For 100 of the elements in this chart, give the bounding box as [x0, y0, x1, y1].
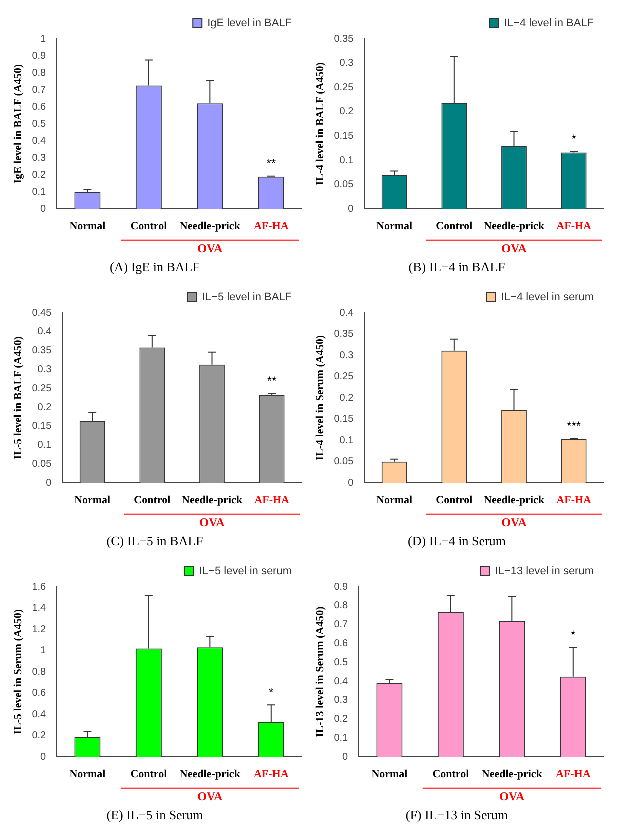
x-tick-label: Control — [130, 220, 168, 233]
y-tick-label: 1 — [40, 34, 47, 45]
y-tick-label: 0 — [342, 752, 349, 763]
x-tick-label: Needle-prick — [182, 494, 244, 507]
y-tick-label: 0.2 — [32, 170, 47, 181]
y-tick-label: 0.4 — [32, 709, 47, 720]
y-tick-label: 0.5 — [334, 657, 349, 668]
y-tick-label: 0.6 — [32, 688, 47, 700]
x-tick-label: AF-HA — [556, 768, 591, 781]
text: OVA — [198, 241, 224, 256]
y-tick-label: 1 — [40, 646, 47, 657]
y-tick-label: 0.2 — [38, 402, 52, 414]
y-tick-label: 0.05 — [32, 459, 52, 470]
x-tick-label: Normal — [74, 494, 111, 507]
x-tick-label: Needle-prick — [484, 494, 546, 507]
y-tick-label: 0.6 — [32, 102, 47, 113]
y-tick-label: 0 — [348, 478, 354, 489]
y-tick-label: 0.05 — [334, 180, 354, 191]
y-tick-label: 0.35 — [334, 329, 354, 340]
y-tick-label: 0.2 — [340, 106, 354, 118]
y-tick-label: 0.2 — [334, 714, 349, 726]
x-tick-label: Normal — [376, 220, 413, 233]
x-tick-label: Normal — [376, 494, 413, 507]
x-tick-label: Needle-prick — [180, 768, 242, 781]
annotation: * — [571, 628, 576, 642]
x-tick-label: Normal — [70, 220, 106, 233]
y-tick-label: 0.8 — [334, 600, 349, 612]
y-tick-label: 0 — [348, 204, 354, 215]
y-tick-label: 0.3 — [340, 350, 354, 362]
x-tick-label: AF-HA — [556, 494, 592, 507]
y-tick-label: 0.15 — [32, 421, 52, 432]
y-tick-label: 0.1 — [38, 440, 52, 452]
y-tick-label: 1.4 — [32, 603, 47, 614]
y-axis-title: IL-5 level in Serum (A450) — [12, 609, 24, 735]
legend-label: IL−5 level in BALF — [202, 292, 292, 304]
annotation: ** — [266, 156, 276, 171]
y-axis-title: IL-13 level in Serum (A450) — [314, 606, 326, 738]
y-axis-title: IL-4 level in Serum (A450) — [314, 335, 326, 461]
x-tick-label: Control — [130, 768, 168, 781]
legend-label: IgE level in BALF — [208, 18, 292, 30]
y-tick-label: 0 — [40, 204, 47, 215]
y-tick-label: 0.3 — [334, 695, 349, 706]
y-tick-label: 1.6 — [32, 582, 47, 593]
legend-label: IL−13 level in serum — [495, 566, 594, 578]
y-tick-label: 0.9 — [32, 50, 47, 62]
y-tick-label: 0.3 — [38, 364, 52, 376]
y-tick-label: 0.8 — [32, 68, 47, 79]
annotation: * — [269, 685, 274, 700]
y-tick-label: 0.5 — [32, 118, 47, 130]
text: OVA — [502, 515, 528, 530]
text: (A) IgE in BALF — [110, 260, 200, 275]
y-tick-label: 0.3 — [32, 152, 47, 164]
y-axis-title: IgE level in BALF (A450) — [12, 64, 24, 184]
y-tick-label: 0.35 — [334, 34, 354, 45]
text: OVA — [198, 789, 224, 804]
y-tick-label: 0.25 — [334, 82, 354, 94]
y-tick-label: 0.1 — [340, 435, 354, 446]
x-tick-label: Needle-prick — [482, 768, 544, 781]
y-tick-label: 0.8 — [32, 666, 47, 678]
text: (E) IL−5 in Serum — [106, 808, 204, 823]
y-tick-label: 0.1 — [32, 186, 47, 198]
y-tick-label: 0.1 — [340, 155, 354, 166]
y-tick-label: 0.2 — [340, 392, 354, 404]
y-tick-label: 0.35 — [32, 346, 52, 357]
annotation: *** — [567, 418, 582, 433]
y-tick-label: 0.15 — [334, 414, 354, 426]
x-tick-label: Normal — [70, 768, 106, 781]
y-tick-label: 0.7 — [32, 84, 47, 96]
y-axis-title: IL-5 level in BALF (A450) — [12, 336, 24, 460]
text: OVA — [200, 515, 226, 530]
y-tick-label: 0.4 — [334, 676, 349, 688]
y-tick-label: 0.4 — [340, 308, 354, 319]
x-tick-label: AF-HA — [254, 220, 289, 233]
y-tick-label: 0.25 — [32, 383, 52, 394]
x-tick-label: Needle-prick — [180, 220, 242, 233]
legend-label: IL−5 level in serum — [199, 566, 292, 578]
y-tick-label: 0.15 — [334, 131, 354, 142]
y-tick-label: 0.05 — [334, 456, 354, 468]
x-tick-label: Needle-prick — [484, 220, 546, 233]
text: (C) IL−5 in BALF — [106, 534, 204, 549]
x-tick-label: AF-HA — [556, 220, 592, 233]
y-tick-label: 1.2 — [32, 624, 47, 636]
y-tick-label: 0.45 — [32, 308, 52, 319]
y-axis-title: IL-4 level in BALF (A450) — [314, 62, 326, 186]
annotation: * — [572, 132, 577, 146]
x-tick-label: Control — [134, 494, 171, 507]
text: (D) IL−4 in Serum — [408, 534, 506, 549]
x-tick-label: Control — [436, 494, 473, 507]
y-tick-label: 0.3 — [340, 58, 354, 70]
y-tick-label: 0.6 — [334, 638, 349, 650]
annotation: ** — [267, 374, 278, 388]
text: (B) IL−4 in BALF — [408, 260, 506, 275]
x-tick-label: AF-HA — [254, 494, 290, 507]
y-tick-label: 0 — [40, 752, 47, 763]
text: OVA — [502, 241, 528, 256]
y-tick-label: 0.9 — [334, 582, 349, 593]
text: (F) IL−13 in Serum — [406, 808, 508, 823]
y-tick-label: 0 — [46, 478, 52, 489]
x-tick-label: Control — [432, 768, 470, 781]
x-tick-label: Control — [436, 220, 473, 233]
